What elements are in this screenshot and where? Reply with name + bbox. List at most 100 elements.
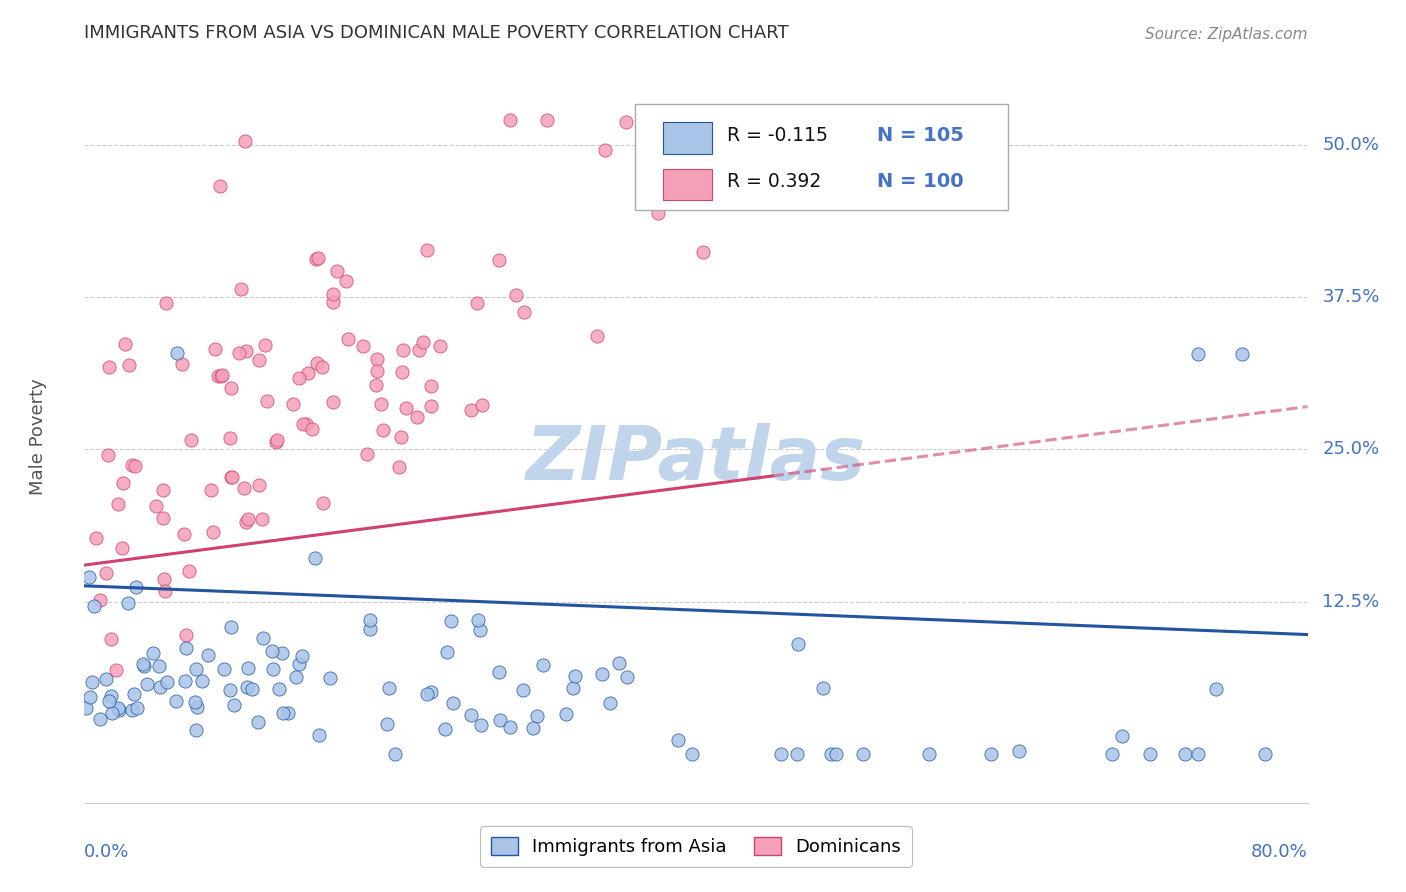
Point [236, 512, 259, 526]
Point [420, 378, 443, 392]
Point [1174, 747, 1197, 761]
Point [370, 397, 392, 411]
Point [389, 430, 412, 444]
Point [359, 613, 381, 627]
Point [852, 747, 875, 761]
Point [322, 395, 344, 409]
Point [94, 566, 117, 580]
Point [267, 682, 290, 697]
Point [80, 674, 103, 689]
Point [471, 398, 494, 412]
Point [204, 343, 226, 357]
Point [384, 747, 406, 761]
Point [326, 263, 349, 277]
Point [388, 459, 411, 474]
Point [488, 253, 510, 268]
Point [214, 662, 236, 676]
Point [155, 295, 177, 310]
Point [391, 343, 413, 357]
Point [664, 181, 686, 195]
Point [219, 470, 242, 484]
Point [787, 637, 810, 651]
FancyBboxPatch shape [664, 169, 711, 201]
Point [1230, 347, 1253, 361]
Point [305, 252, 328, 266]
Point [236, 680, 259, 694]
Text: Male Poverty: Male Poverty [30, 379, 46, 495]
Point [271, 646, 294, 660]
Point [208, 179, 231, 194]
Point [252, 631, 274, 645]
Point [97, 359, 120, 374]
Point [288, 370, 311, 384]
Point [460, 402, 482, 417]
Point [408, 343, 430, 357]
Point [112, 475, 135, 490]
Point [172, 357, 194, 371]
Point [412, 334, 434, 349]
Point [786, 747, 808, 761]
Point [322, 294, 344, 309]
Point [284, 670, 307, 684]
Point [277, 706, 299, 720]
Point [250, 512, 273, 526]
Point [359, 622, 381, 636]
Point [416, 243, 439, 257]
Point [75, 701, 97, 715]
Point [468, 623, 491, 637]
Point [246, 714, 269, 729]
Point [236, 660, 259, 674]
Point [132, 657, 155, 671]
Point [264, 434, 287, 449]
Point [262, 644, 284, 658]
Text: R = -0.115: R = -0.115 [727, 126, 827, 145]
Point [416, 688, 439, 702]
Point [184, 695, 207, 709]
Point [364, 378, 387, 392]
Point [301, 422, 323, 436]
Point [607, 656, 630, 670]
Point [433, 722, 456, 736]
Point [114, 337, 136, 351]
Point [94, 672, 117, 686]
Point [165, 694, 187, 708]
Point [591, 667, 613, 681]
Point [156, 675, 179, 690]
Point [197, 648, 219, 662]
Point [441, 696, 464, 710]
Point [470, 718, 492, 732]
Point [191, 674, 214, 689]
Point [209, 369, 232, 384]
Point [266, 434, 288, 448]
Point [1111, 729, 1133, 743]
Point [283, 397, 305, 411]
Text: N = 100: N = 100 [877, 172, 963, 192]
Point [186, 700, 208, 714]
Point [564, 669, 586, 683]
Point [395, 401, 418, 415]
Point [271, 706, 294, 720]
Point [318, 671, 340, 685]
Point [100, 689, 122, 703]
Point [288, 657, 311, 671]
FancyBboxPatch shape [636, 104, 1008, 211]
FancyBboxPatch shape [664, 122, 711, 153]
Point [599, 696, 621, 710]
Point [111, 541, 134, 556]
Point [322, 287, 344, 301]
Point [681, 747, 703, 761]
Point [174, 673, 197, 688]
Text: 50.0%: 50.0% [1322, 136, 1379, 153]
Point [235, 134, 257, 148]
Point [186, 662, 208, 676]
Point [307, 251, 329, 265]
Point [152, 483, 174, 497]
Point [200, 483, 222, 498]
Point [89, 711, 111, 725]
Point [586, 329, 609, 343]
Point [142, 646, 165, 660]
Point [125, 701, 148, 715]
Point [180, 434, 202, 448]
Point [305, 356, 328, 370]
Point [207, 368, 229, 383]
